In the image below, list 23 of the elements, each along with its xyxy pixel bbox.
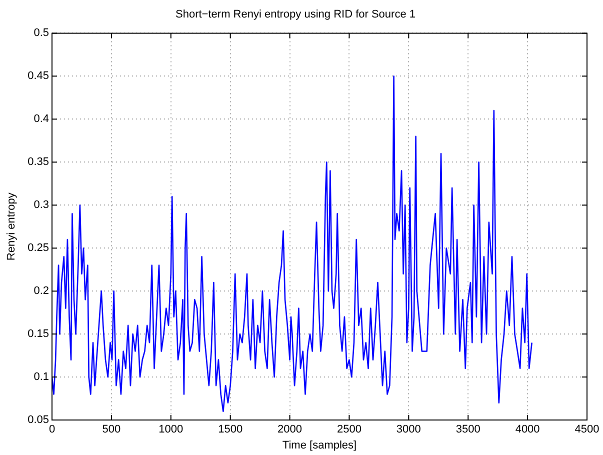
y-tick-label: 0.25 [28, 242, 49, 254]
y-tick-label: 0.1 [34, 371, 49, 384]
x-tick-label: 4500 [574, 424, 600, 436]
x-tick-label: 2500 [336, 424, 362, 436]
y-tick-label: 0.05 [28, 414, 49, 426]
y-tick-label: 0.2 [34, 285, 49, 298]
x-axis-title: Time [samples] [282, 439, 357, 452]
x-tick-label: 3000 [396, 424, 421, 436]
y-tick-label: 0.3 [34, 199, 49, 212]
chart-title: Short−term Renyi entropy using RID for Source 1 [176, 8, 416, 21]
x-tick-label: 1500 [218, 424, 243, 436]
x-tick-label: 500 [102, 424, 121, 436]
y-tick-label: 0.5 [34, 27, 49, 40]
x-tick-label: 2000 [278, 424, 302, 436]
x-tick-label: 0 [48, 424, 56, 436]
y-tick-label: 0.15 [28, 328, 49, 340]
y-axis-title: Renyi entropy [6, 192, 18, 261]
x-tick-label: 3500 [456, 424, 480, 436]
x-tick-label: 1000 [158, 424, 184, 436]
y-tick-label: 0.35 [28, 156, 49, 168]
y-tick-label: 0.45 [28, 70, 49, 82]
x-tick-label: 4000 [515, 424, 540, 436]
y-tick-label: 0.4 [34, 113, 49, 126]
